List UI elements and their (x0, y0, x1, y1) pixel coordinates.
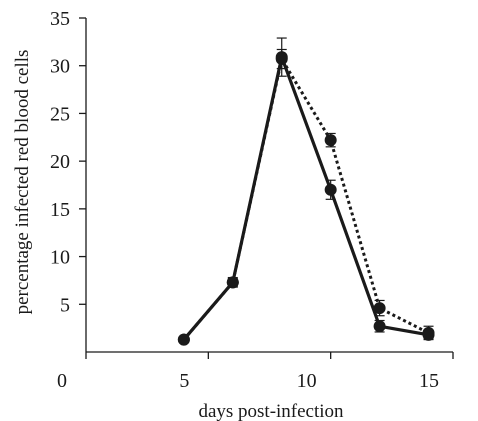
y-tick-label: 10 (50, 247, 70, 269)
y-tick-label: 35 (50, 8, 70, 30)
x-tick-label: 5 (179, 370, 189, 392)
data-point (324, 183, 337, 196)
y-axis-title: percentage infected red blood cells (12, 50, 33, 315)
x-axis-title: days post-infection (198, 401, 344, 421)
series-line-solid (182, 55, 429, 341)
data-point (226, 276, 239, 289)
series-solid (177, 37, 435, 346)
x-tick-label: 0 (57, 370, 67, 392)
tick-labels: 5 10 15 20 25 30 35 0 5 10 15 (50, 8, 439, 392)
data-point (373, 302, 386, 315)
data-point (177, 333, 190, 346)
axes (85, 18, 453, 353)
data-point (324, 134, 337, 147)
data-point (422, 328, 435, 341)
y-tick-label: 5 (60, 294, 70, 316)
tick-marks (79, 17, 454, 359)
y-tick-label: 30 (50, 56, 70, 78)
data-point (373, 320, 386, 333)
x-tick-label: 10 (297, 370, 317, 392)
data-point (275, 51, 288, 64)
y-tick-label: 20 (50, 151, 70, 173)
x-tick-label: 15 (419, 370, 439, 392)
series-layer (177, 37, 435, 346)
y-tick-label: 25 (50, 103, 70, 125)
y-tick-label: 15 (50, 199, 70, 221)
